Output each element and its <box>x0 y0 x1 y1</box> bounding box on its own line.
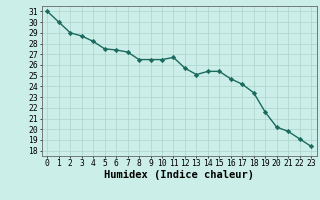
X-axis label: Humidex (Indice chaleur): Humidex (Indice chaleur) <box>104 170 254 180</box>
